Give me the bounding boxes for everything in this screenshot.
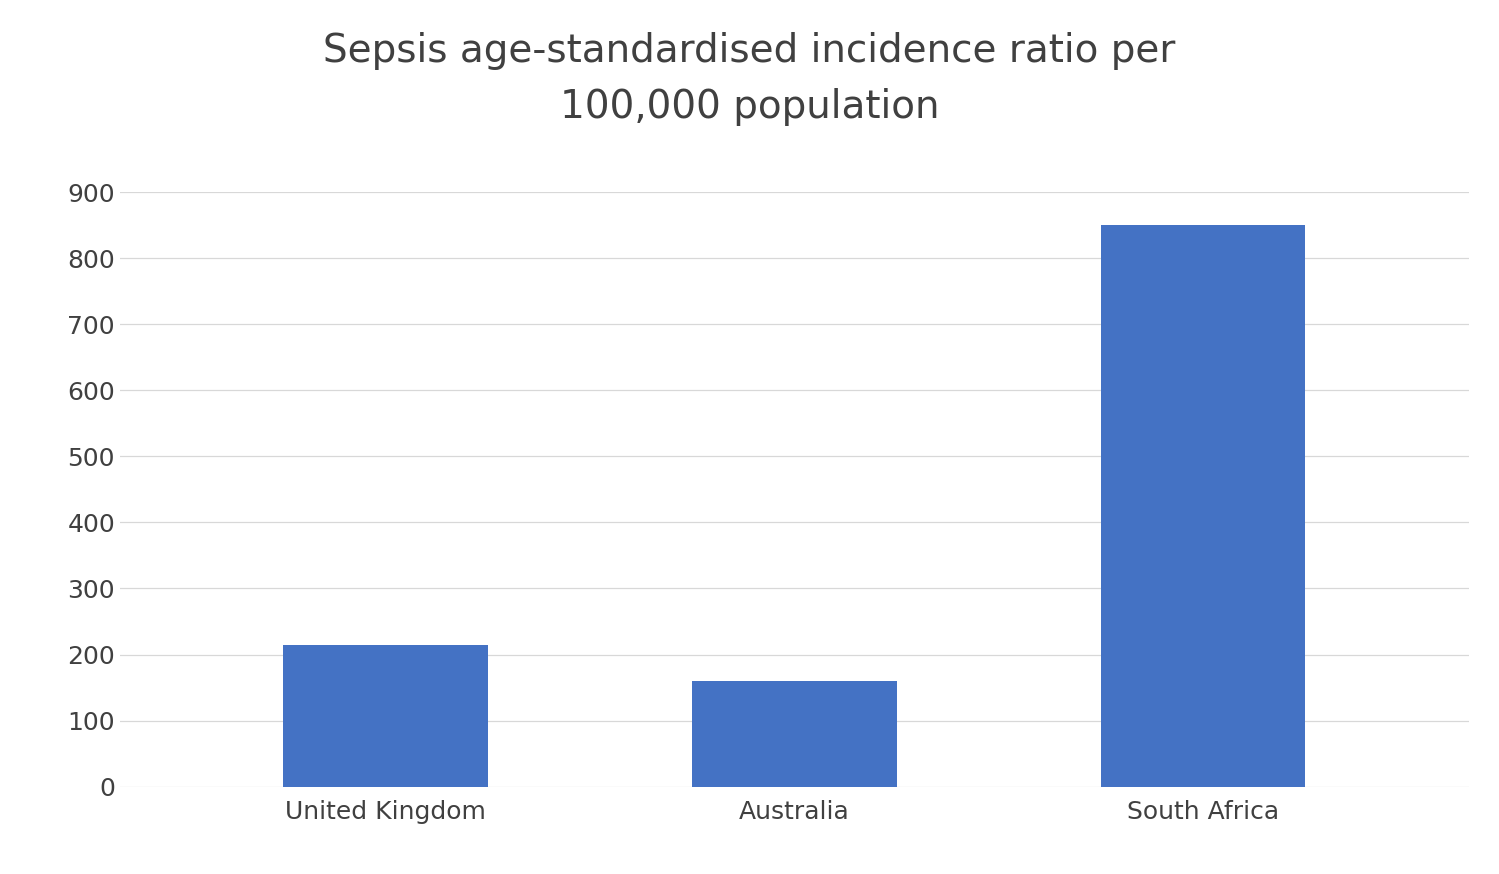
- Bar: [283, 645, 487, 787]
- Bar: [1102, 225, 1306, 787]
- Text: Sepsis age-standardised incidence ratio per
100,000 population: Sepsis age-standardised incidence ratio …: [324, 31, 1175, 126]
- Bar: [693, 681, 896, 787]
